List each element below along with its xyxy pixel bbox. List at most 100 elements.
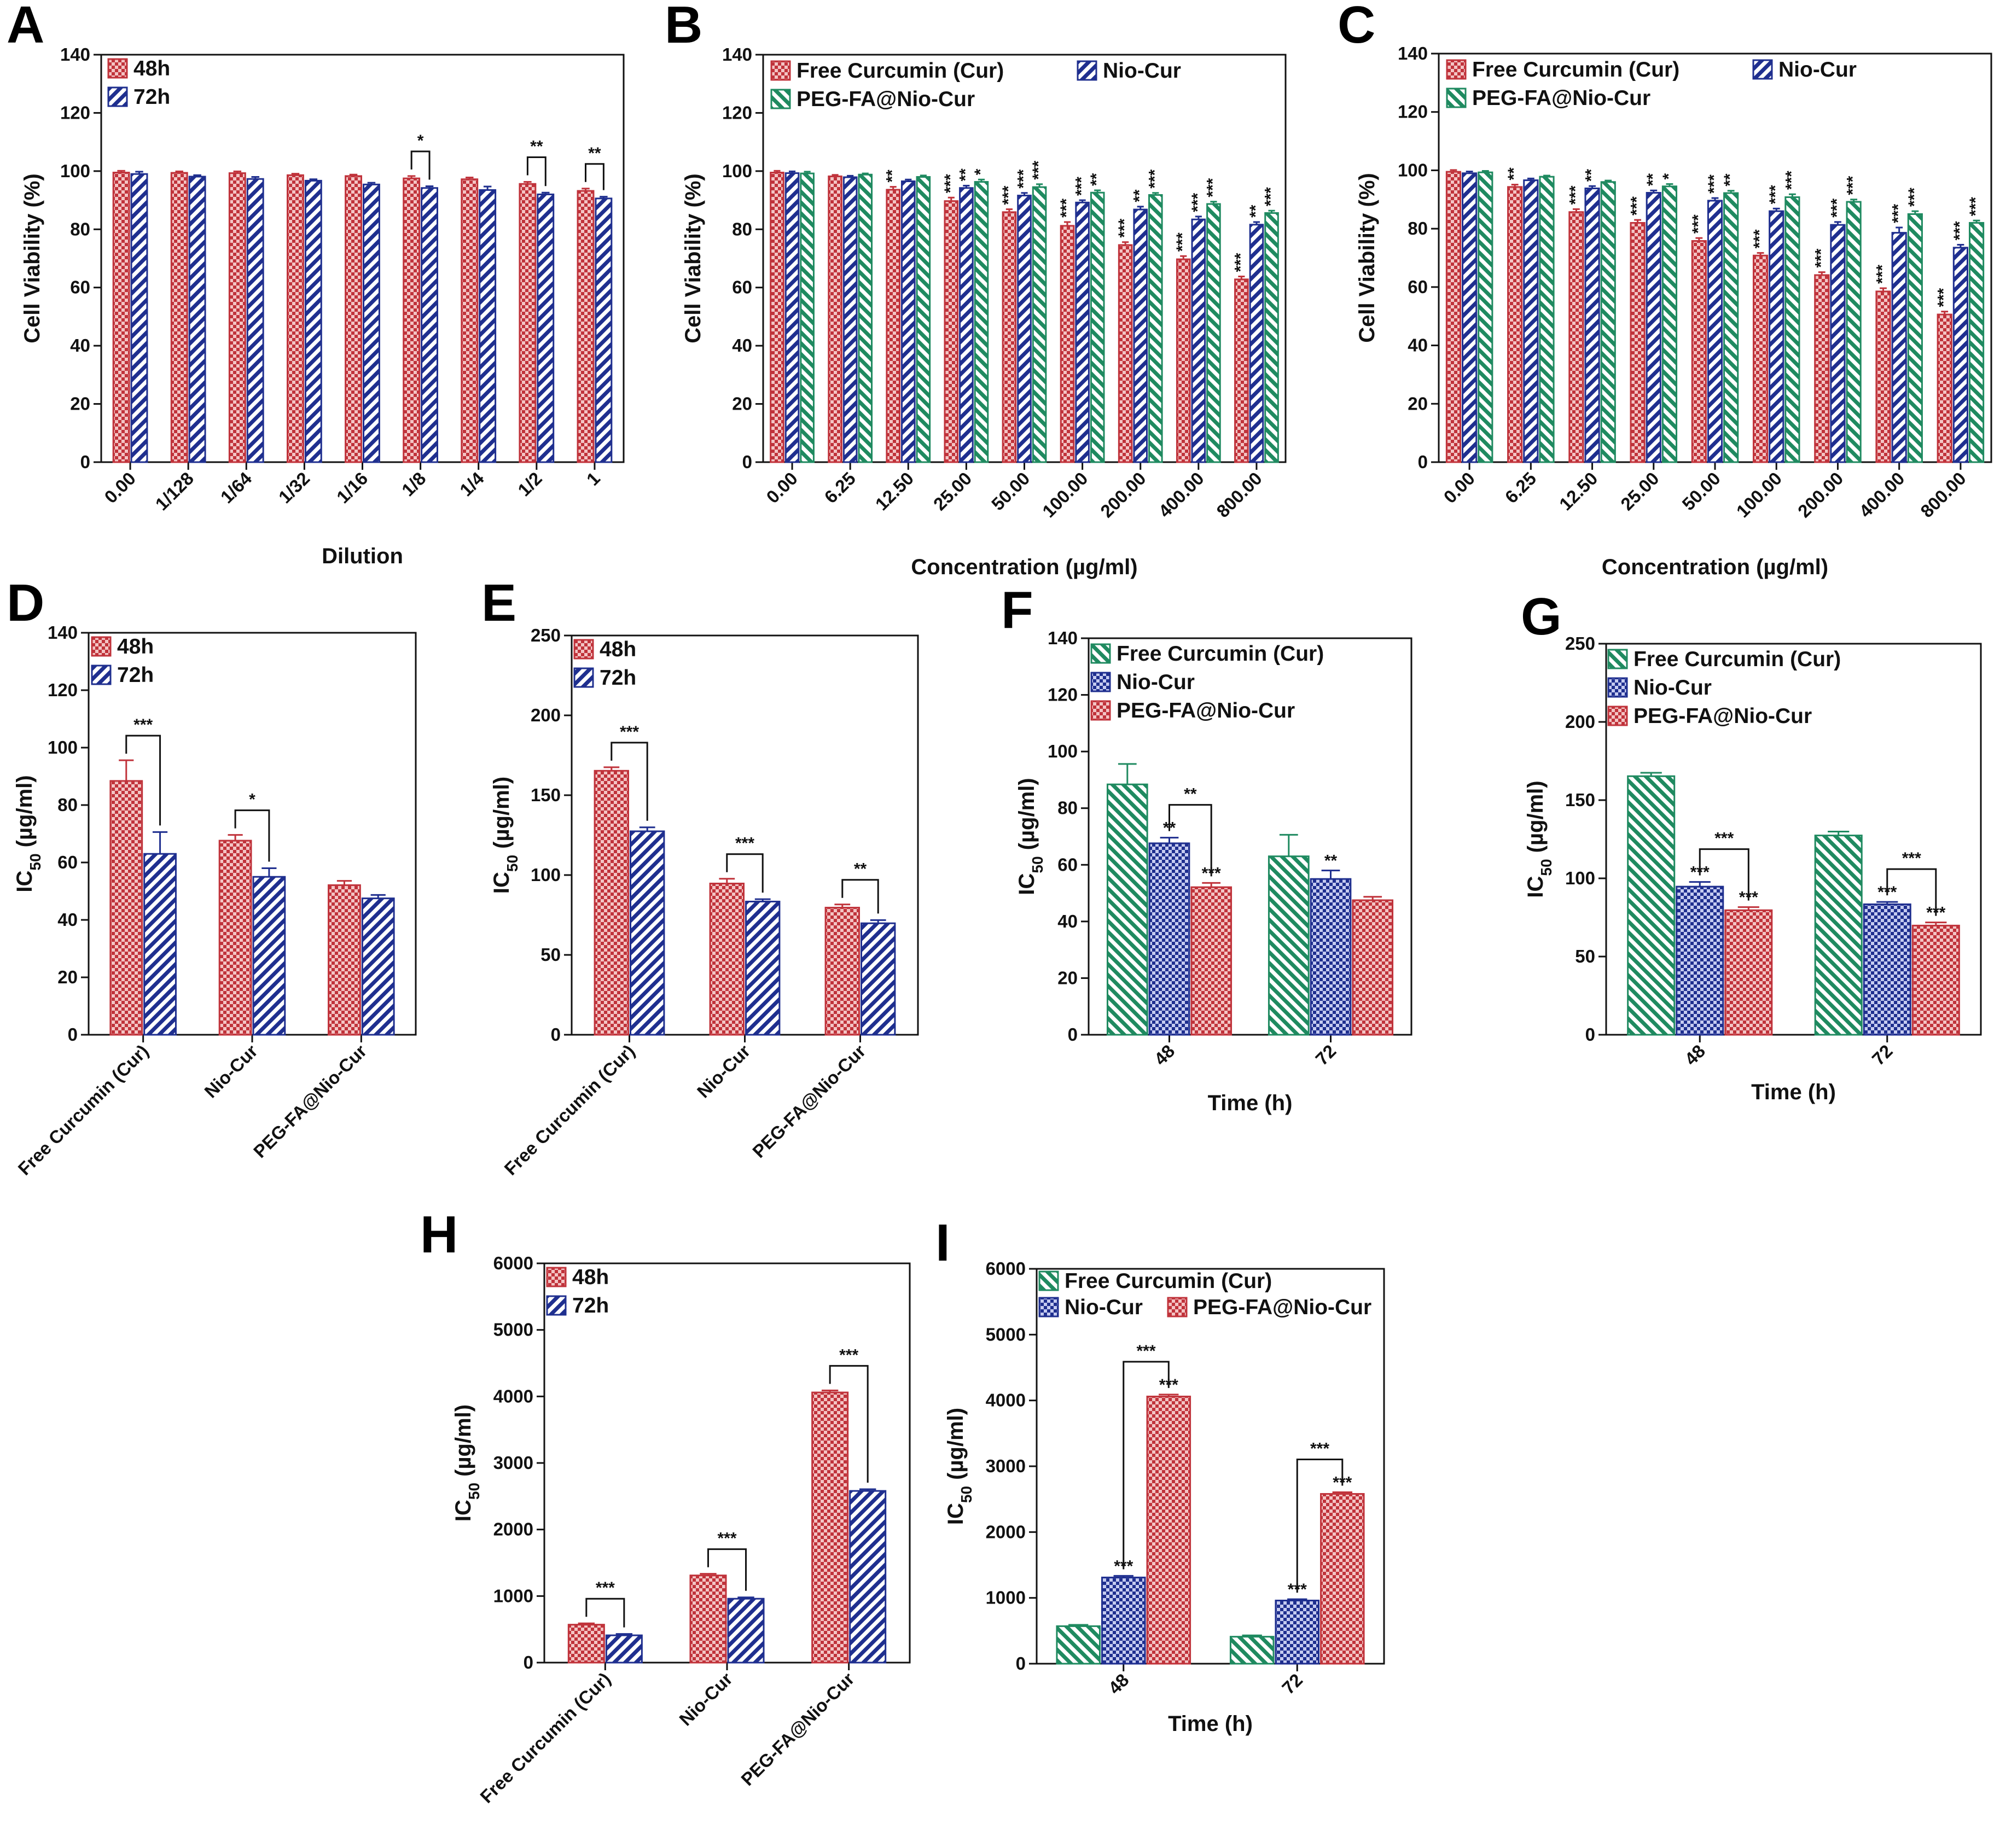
y-tick-label: 40: [57, 910, 78, 930]
y-tick-label: 40: [1408, 335, 1428, 355]
bracket-significance-label: *: [249, 791, 255, 809]
significance-label: **: [883, 170, 902, 183]
y-tick-label: 140: [1398, 43, 1428, 63]
significance-label: **: [1131, 189, 1149, 202]
y-axis-label: IC50 (µg/ml): [944, 1408, 975, 1525]
x-tick-label-free-curcumin-cur: Free Curcumin (Cur): [476, 1669, 614, 1807]
legend-swatch-peg-fa-nio-cur: [1090, 700, 1111, 721]
legend-label-peg-fa-nio-cur: PEG-FA@Nio-Cur: [1117, 699, 1295, 722]
bar-nio-cur-400-00: [1191, 218, 1206, 463]
x-tick-label-1-8: 1/8: [398, 468, 430, 500]
y-tick-label: 100: [60, 161, 90, 181]
y-tick-label: 150: [531, 785, 561, 805]
legend-label-72h: 72h: [572, 1294, 609, 1317]
bar-48h-free-curcumin-cur: [594, 769, 629, 1036]
bar-nio-cur-25-00: [959, 187, 974, 463]
bar-48h-1: [577, 190, 595, 463]
y-tick-label: 100: [1565, 868, 1595, 888]
bar-72h-1-64: [246, 178, 264, 463]
legend-label-peg-fa-nio-cur: PEG-FA@Nio-Cur: [1472, 86, 1650, 110]
x-tick-label-peg-fa-nio-cur: PEG-FA@Nio-Cur: [249, 1041, 370, 1162]
y-tick-label: 0: [742, 452, 752, 472]
bracket-significance-label: ***: [596, 1579, 615, 1597]
x-tick-label-0-00: 0.00: [100, 468, 139, 508]
x-tick-label-1-64: 1/64: [217, 468, 256, 507]
x-tick-label-6-25: 6.25: [1501, 468, 1540, 508]
bar-peg-fa-nio-cur-12-50: [916, 176, 931, 463]
x-tick-label-6-25: 6.25: [821, 468, 860, 508]
bar-72h-1: [595, 197, 613, 463]
bar-72h-peg-fa-nio-cur: [861, 922, 896, 1036]
legend-swatch-nio-cur: [1752, 59, 1773, 80]
bar-48h-1-2: [519, 183, 537, 463]
significance-label: ***: [1844, 176, 1862, 195]
x-tick-label-48: 48: [1681, 1041, 1709, 1069]
panel-letter-e: E: [481, 574, 516, 632]
bar-free-curcumin-cur-12-50: [886, 189, 900, 463]
legend-label-free-curcumin-cur: Free Curcumin (Cur): [797, 59, 1004, 83]
y-tick-label: 120: [1398, 102, 1428, 122]
bar-peg-fa-nio-cur-6-25: [858, 173, 873, 463]
y-axis-label: IC50 (µg/ml): [1015, 778, 1046, 895]
bar-nio-cur-48: [1148, 842, 1190, 1036]
x-tick-label-1-32: 1/32: [275, 468, 314, 508]
significance-label: **: [1721, 173, 1739, 186]
legend-label-free-curcumin-cur: Free Curcumin (Cur): [1117, 642, 1324, 666]
significance-label: ***: [1905, 188, 1923, 207]
x-tick-label-400-00: 400.00: [1855, 468, 1909, 522]
x-tick-label-0-00: 0.00: [1439, 468, 1479, 508]
significance-label: ***: [1189, 193, 1207, 212]
x-tick-label-48: 48: [1104, 1670, 1133, 1698]
y-axis-label: IC50 (µg/ml): [490, 777, 521, 894]
legend-label-free-curcumin-cur: Free Curcumin (Cur): [1633, 648, 1841, 671]
bracket-significance-label: ***: [717, 1530, 736, 1548]
bar-peg-fa-nio-cur-12-50: [1600, 181, 1616, 463]
bracket-significance-label: ***: [839, 1346, 858, 1364]
bar-nio-cur-12-50: [900, 180, 916, 463]
x-tick-label-200-00: 200.00: [1794, 468, 1847, 522]
bar-48h-nio-cur: [689, 1575, 727, 1664]
y-tick-label: 0: [1418, 452, 1428, 472]
bar-72h-1-4: [479, 189, 497, 463]
bracket-significance-label: *: [417, 132, 424, 150]
x-tick-label-peg-fa-nio-cur: PEG-FA@Nio-Cur: [737, 1669, 858, 1789]
significance-label: ***: [1890, 204, 1908, 223]
y-tick-label: 50: [1575, 946, 1595, 966]
bar-nio-cur-400-00: [1891, 232, 1907, 463]
y-tick-label: 2000: [986, 1521, 1026, 1542]
y-tick-label: 6000: [986, 1258, 1026, 1279]
bar-48h-1-128: [170, 172, 188, 463]
comparison-bracket: [841, 879, 879, 914]
legend: Free Curcumin (Cur) Nio-Cur PEG-FA@Nio-Cur: [1607, 648, 1841, 728]
significance-label: ***: [1030, 160, 1048, 179]
x-tick-label-100-00: 100.00: [1038, 468, 1092, 522]
x-tick-label-12-50: 12.50: [1555, 468, 1602, 515]
y-tick-label: 60: [1057, 854, 1078, 875]
y-tick-label: 0: [524, 1652, 533, 1672]
x-tick-label-25-00: 25.00: [1617, 468, 1663, 515]
bar-free-curcumin-cur-200-00: [1814, 274, 1830, 463]
y-axis-label: IC50 (µg/ml): [1524, 780, 1555, 897]
legend-swatch-nio-cur: [1607, 677, 1628, 698]
legend-label-48h: 48h: [117, 635, 154, 658]
y-tick-label: 4000: [986, 1390, 1026, 1410]
bar-48h-1-8: [403, 177, 421, 463]
y-tick-label: 40: [732, 335, 752, 355]
y-tick-label: 120: [1048, 685, 1078, 705]
legend-swatch-free-curcumin-cur: [1446, 59, 1467, 80]
bar-free-curcumin-cur-100-00: [1060, 225, 1075, 463]
bar-72h-nio-cur: [727, 1598, 765, 1664]
legend-swatch-48h: [573, 639, 594, 660]
legend-label-nio-cur: Nio-Cur: [1633, 676, 1712, 699]
y-tick-label: 4000: [493, 1386, 533, 1406]
x-tick-label-100-00: 100.00: [1733, 468, 1786, 522]
y-axis-label: Cell Viability (%): [20, 173, 44, 343]
bar-72h-1-32: [304, 179, 322, 463]
y-tick-label: 250: [531, 625, 561, 645]
significance-label: **: [956, 168, 974, 182]
panel-i-chart: I 0 1000 2000 3000 4000 5000 6000 IC50 (µg/ml) 48…: [935, 1214, 1385, 1736]
legend-swatch-free-curcumin-cur: [770, 60, 791, 81]
bar-free-curcumin-cur-6-25: [1507, 186, 1523, 463]
